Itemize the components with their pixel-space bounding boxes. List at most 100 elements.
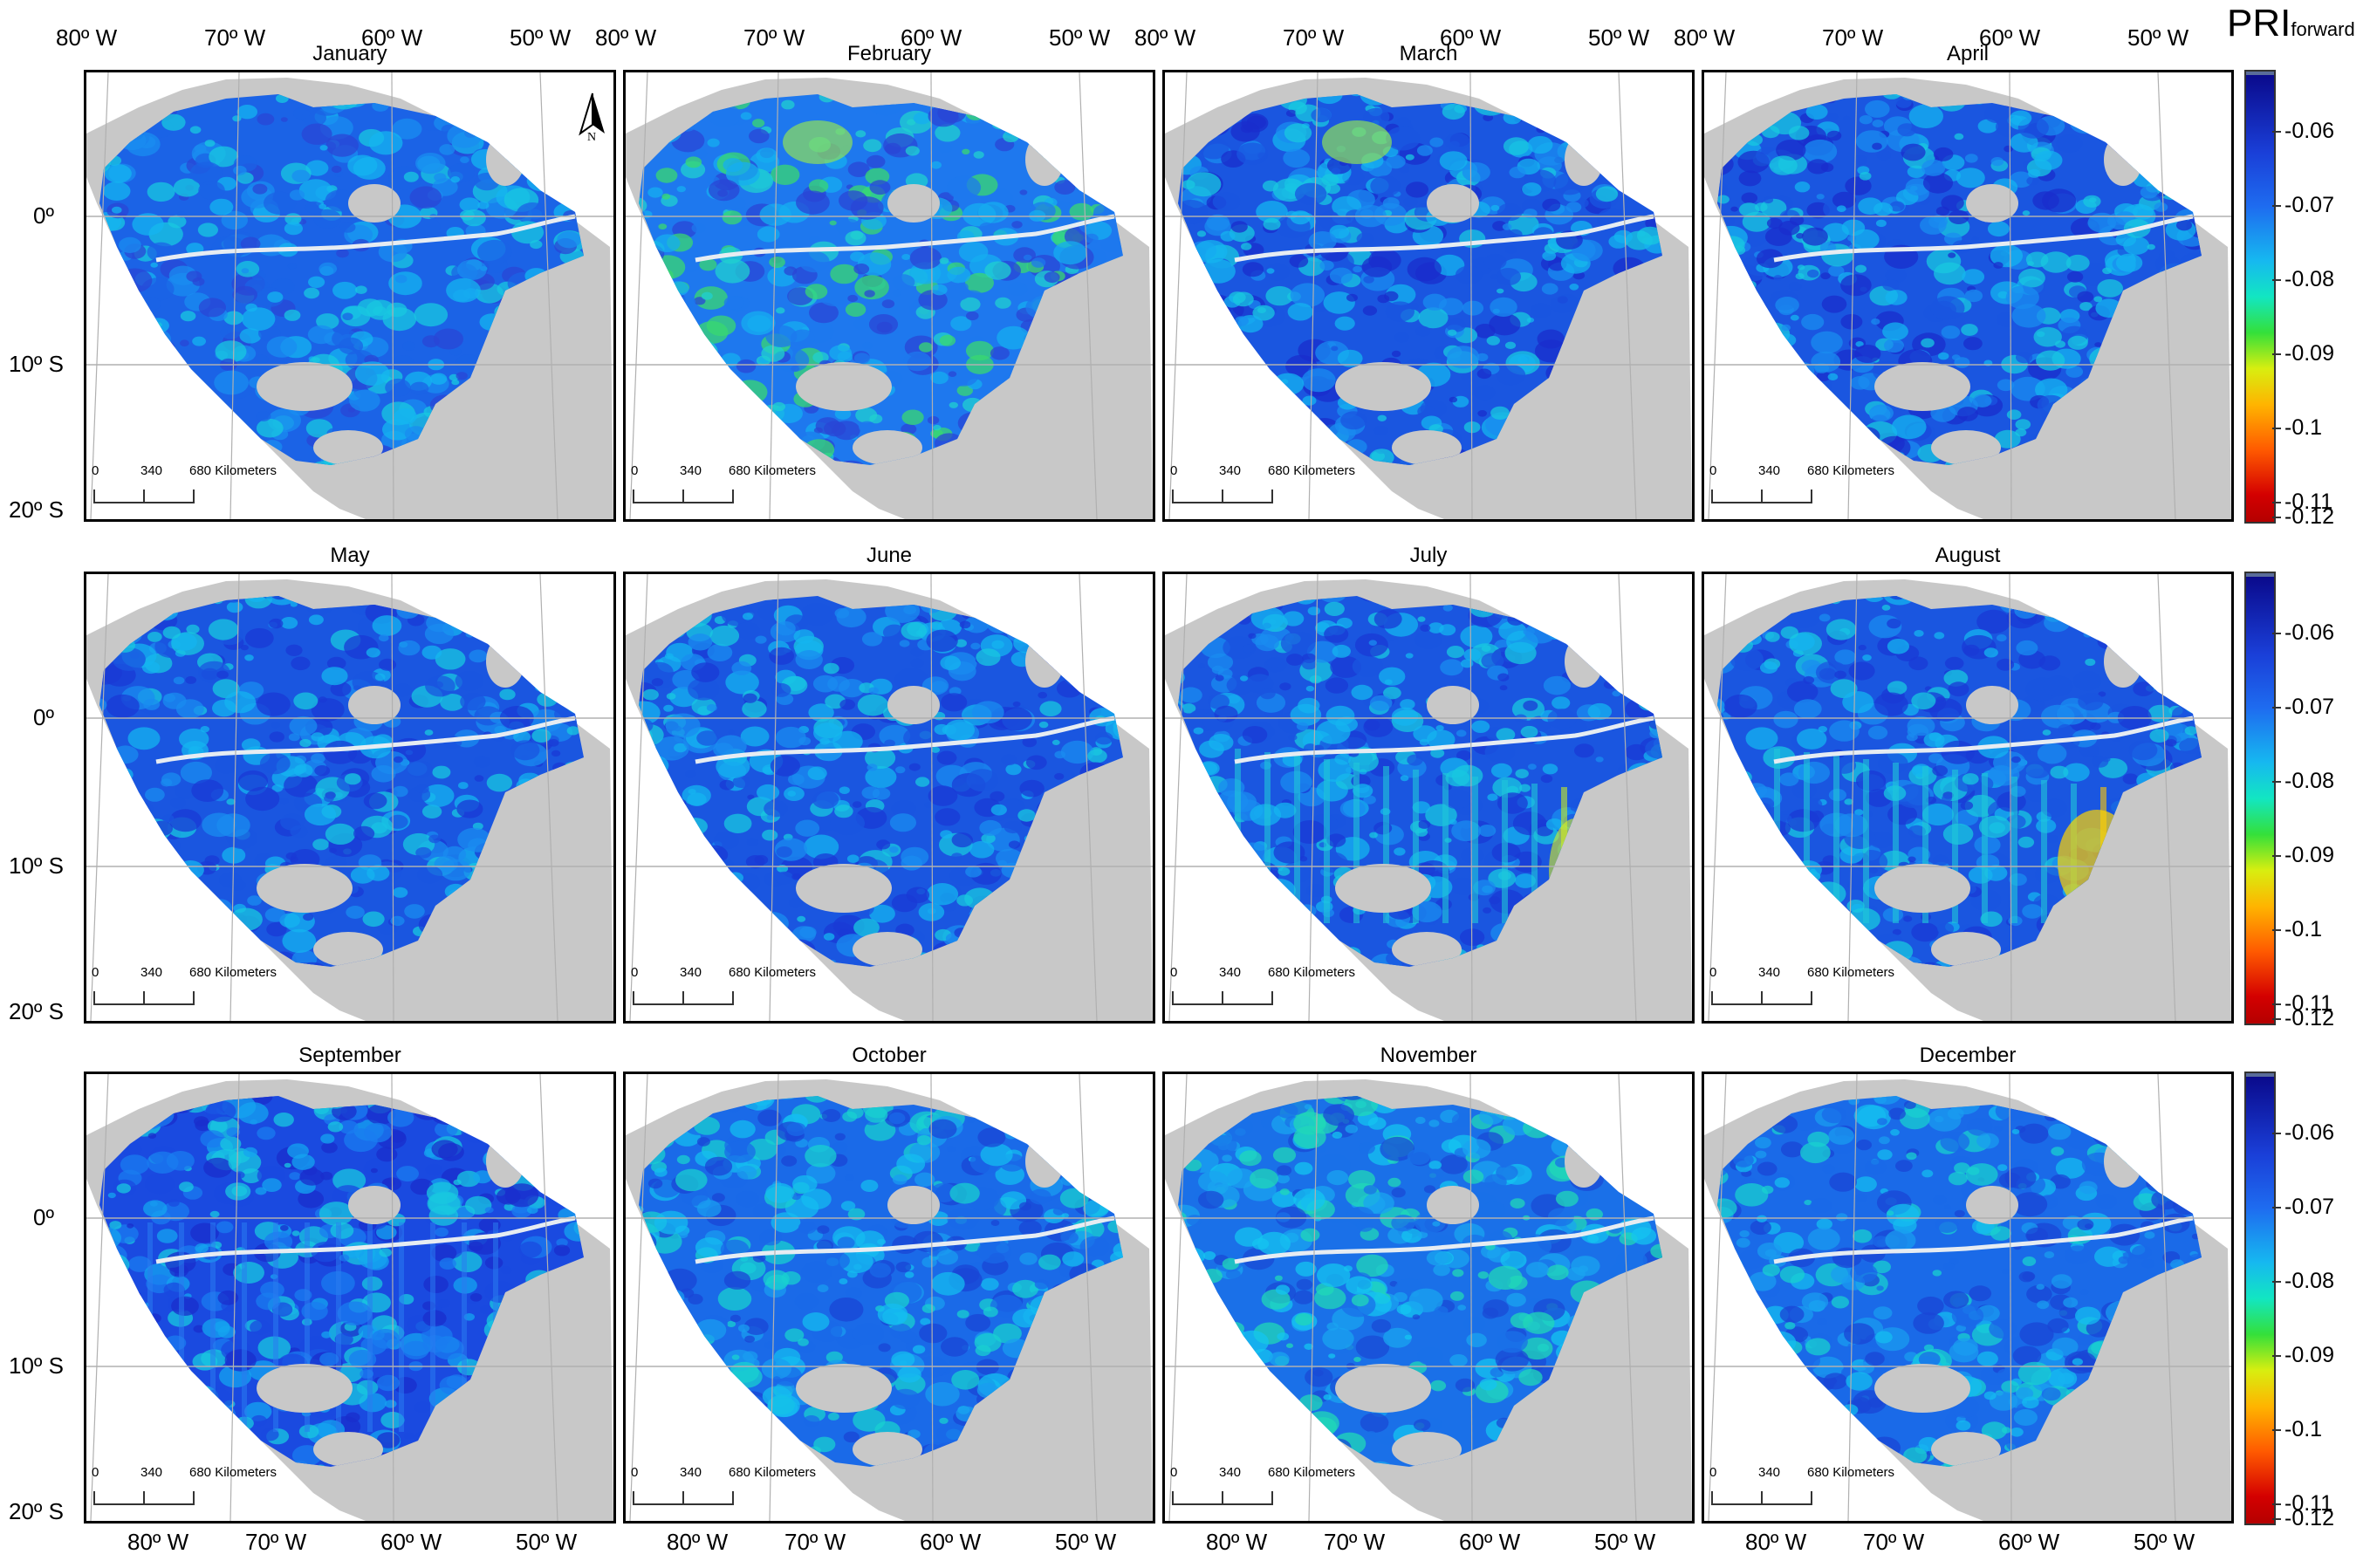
colorbar-row-1	[2244, 70, 2276, 524]
lon-label-top: 50º W	[2127, 24, 2189, 51]
pri-map-december	[1704, 1074, 2231, 1521]
scale-label-mid: 340	[680, 965, 702, 980]
graticule-meridian	[229, 574, 240, 1021]
scale-label-end: 680 Kilometers	[1807, 965, 1895, 980]
scale-bar: 0 340 680 Kilometers	[1170, 965, 1399, 1017]
savanna-patch	[1392, 932, 1462, 967]
savanna-patch	[1966, 686, 2018, 724]
savanna-patch	[1874, 1364, 1970, 1413]
scale-label-mid: 340	[1219, 1465, 1242, 1480]
lon-label-top: 60º W	[1440, 24, 1502, 51]
map-panel-august: 0 340 680 Kilometers	[1702, 572, 2234, 1024]
savanna-patch	[1874, 362, 1970, 411]
colorbar-tick-mark	[2272, 1518, 2281, 1520]
colorbar-tick-label: -0.07	[2284, 695, 2334, 719]
savanna-patch	[313, 430, 383, 465]
colorbar-tick-label: -0.07	[2284, 1195, 2334, 1219]
colorbar-title-sub: forward	[2291, 18, 2355, 40]
graticule-meridian	[90, 1074, 109, 1521]
colorbar-tick-mark	[2272, 1133, 2281, 1134]
scale-label-mid: 340	[1758, 965, 1781, 980]
graticule-meridian	[1168, 1074, 1188, 1521]
lon-label-bottom: 60º W	[380, 1529, 442, 1555]
scale-label-zero: 0	[92, 965, 99, 980]
colorbar-tick-mark	[2272, 428, 2281, 429]
lon-label-top: 70º W	[1283, 24, 1345, 51]
lon-label-top: 70º W	[743, 24, 805, 51]
colorbar-tick-label: -0.1	[2284, 415, 2323, 440]
pri-map-july	[1165, 574, 1692, 1021]
lon-label-bottom: 50º W	[1055, 1529, 1117, 1555]
graticule-meridian	[229, 72, 240, 519]
lat-label: 0º	[33, 1204, 54, 1230]
panel-title-may: May	[330, 544, 370, 567]
graticule-meridian	[391, 72, 394, 519]
lon-label-bottom: 50º W	[1594, 1529, 1656, 1555]
scale-label-mid: 340	[140, 1465, 163, 1480]
savanna-patch	[887, 686, 940, 724]
graticule-meridian	[539, 1074, 558, 1521]
pri-map-may	[86, 574, 613, 1021]
graticule-meridian	[769, 72, 779, 519]
lon-label-top: 80º W	[1674, 24, 1736, 51]
colorbar-tick-mark	[2272, 707, 2281, 709]
scale-label-end: 680 Kilometers	[1807, 463, 1895, 478]
lon-label-top: 60º W	[361, 24, 423, 51]
lon-label-top: 70º W	[1822, 24, 1884, 51]
colorbar-tick-mark	[2272, 929, 2281, 931]
savanna-patch	[1565, 635, 1603, 688]
panel-title-june: June	[866, 544, 913, 567]
colorbar-row-2	[2244, 572, 2276, 1025]
lon-label-top: 80º W	[56, 24, 118, 51]
colorbar-tick-mark	[2272, 633, 2281, 634]
scale-label-mid: 340	[140, 965, 163, 980]
amazon-river	[1773, 716, 2194, 764]
map-panel-july: 0 340 680 Kilometers	[1162, 572, 1695, 1024]
scale-bar: 0 340 680 Kilometers	[631, 965, 860, 1017]
colorbar-tick-mark	[2272, 131, 2281, 133]
lat-label: 20º S	[9, 496, 64, 523]
scale-line	[1711, 1491, 1812, 1505]
panel-title-march: March	[1399, 42, 1458, 65]
scale-bar: 0 340 680 Kilometers	[92, 1465, 320, 1517]
graticule-meridian	[229, 1074, 240, 1521]
scale-bar: 0 340 680 Kilometers	[1170, 463, 1399, 516]
lon-label-bottom: 80º W	[667, 1529, 729, 1555]
scale-label-end: 680 Kilometers	[1268, 463, 1356, 478]
graticule-meridian	[1847, 72, 1858, 519]
panel-title-september: September	[298, 1044, 401, 1067]
scale-bar: 0 340 680 Kilometers	[92, 463, 320, 516]
scale-line	[633, 1491, 734, 1505]
colorbar-tick-label: -0.12	[2284, 1006, 2334, 1030]
colorbar-title-main: PRI	[2227, 2, 2291, 45]
lat-label: 10º S	[9, 852, 64, 879]
savanna-patch	[1931, 430, 2001, 465]
map-panel-february: 0 340 680 Kilometers	[623, 70, 1155, 522]
amazon-river	[1234, 214, 1654, 263]
savanna-patch	[313, 1432, 383, 1467]
scale-label-mid: 340	[680, 463, 702, 478]
amazon-river	[1234, 716, 1654, 764]
svg-text:N: N	[587, 131, 596, 142]
graticule-meridian	[539, 574, 558, 1021]
scale-label-end: 680 Kilometers	[729, 463, 817, 478]
graticule-meridian	[2157, 574, 2176, 1021]
map-panel-november: 0 340 680 Kilometers	[1162, 1072, 1695, 1523]
scale-line	[1172, 490, 1273, 503]
lon-label-top: 50º W	[1049, 24, 1111, 51]
lon-label-bottom: 60º W	[1459, 1529, 1521, 1555]
lon-label-bottom: 70º W	[1324, 1529, 1386, 1555]
pri-map-january	[86, 72, 613, 519]
graticule-meridian	[930, 1074, 934, 1521]
colorbar-tick-mark	[2272, 781, 2281, 783]
colorbar-tick-mark	[2272, 1003, 2281, 1005]
colorbar-tick-label: -0.06	[2284, 620, 2334, 645]
amazon-river	[695, 1215, 1115, 1264]
graticule-meridian	[90, 574, 109, 1021]
scale-label-zero: 0	[92, 463, 99, 478]
lon-label-bottom: 70º W	[784, 1529, 846, 1555]
savanna-patch	[348, 184, 401, 223]
north-arrow-icon: N	[579, 92, 605, 142]
pri-map-march	[1165, 72, 1692, 519]
map-panel-june: 0 340 680 Kilometers	[623, 572, 1155, 1024]
